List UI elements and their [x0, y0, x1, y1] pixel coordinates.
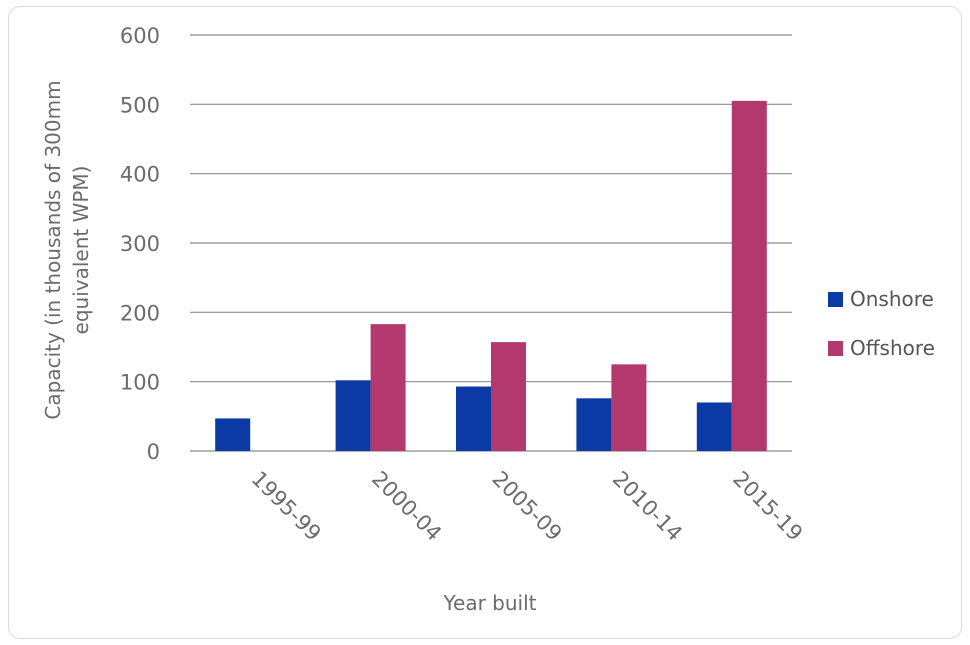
legend-swatch-offshore: [828, 341, 843, 356]
x-tick-label: 2000-04: [367, 467, 446, 546]
chart-card: [8, 6, 962, 639]
bars: [215, 100, 767, 451]
bar-offshore-2000-04: [370, 324, 406, 451]
x-tick-labels: 1995-99 2000-04 2005-09 2010-14 2015-19: [247, 467, 808, 546]
y-tick-label: 100: [120, 371, 160, 395]
bar-offshore-2010-14: [611, 364, 647, 451]
bar-offshore-2015-19: [731, 100, 767, 451]
x-tick-label: 1995-99: [247, 467, 326, 546]
y-axis-title-line-1: Capacity (in thousands of 300mm: [41, 80, 65, 419]
bar-onshore-1995-99: [215, 418, 251, 451]
y-tick-label: 400: [120, 163, 160, 187]
y-tick-label: 300: [120, 232, 160, 256]
legend-swatch-onshore: [828, 292, 843, 307]
legend-label-offshore: Offshore: [850, 336, 935, 360]
y-tick-label: 600: [120, 24, 160, 48]
y-tick-labels: 0 100 200 300 400 500 600: [120, 24, 160, 464]
gridlines: [190, 34, 792, 452]
y-tick-label: 0: [147, 440, 160, 464]
x-tick-label: 2010-14: [608, 467, 687, 546]
y-axis-title-line-2: equivalent WPM): [69, 166, 93, 335]
bar-offshore-2005-09: [491, 342, 526, 451]
y-axis-title: Capacity (in thousands of 300mm equivale…: [41, 80, 93, 419]
y-tick-label: 200: [120, 301, 160, 325]
legend-label-onshore: Onshore: [850, 287, 934, 311]
y-tick-label: 500: [120, 93, 160, 117]
bar-onshore-2015-19: [696, 402, 732, 451]
x-tick-label: 2015-19: [728, 467, 807, 546]
bar-onshore-2005-09: [456, 386, 491, 451]
bar-onshore-2010-14: [576, 398, 612, 451]
x-tick-label: 2005-09: [487, 467, 566, 546]
bar-onshore-2000-04: [335, 380, 371, 451]
x-axis-title: Year built: [442, 591, 536, 615]
legend: Onshore Offshore: [828, 287, 935, 360]
